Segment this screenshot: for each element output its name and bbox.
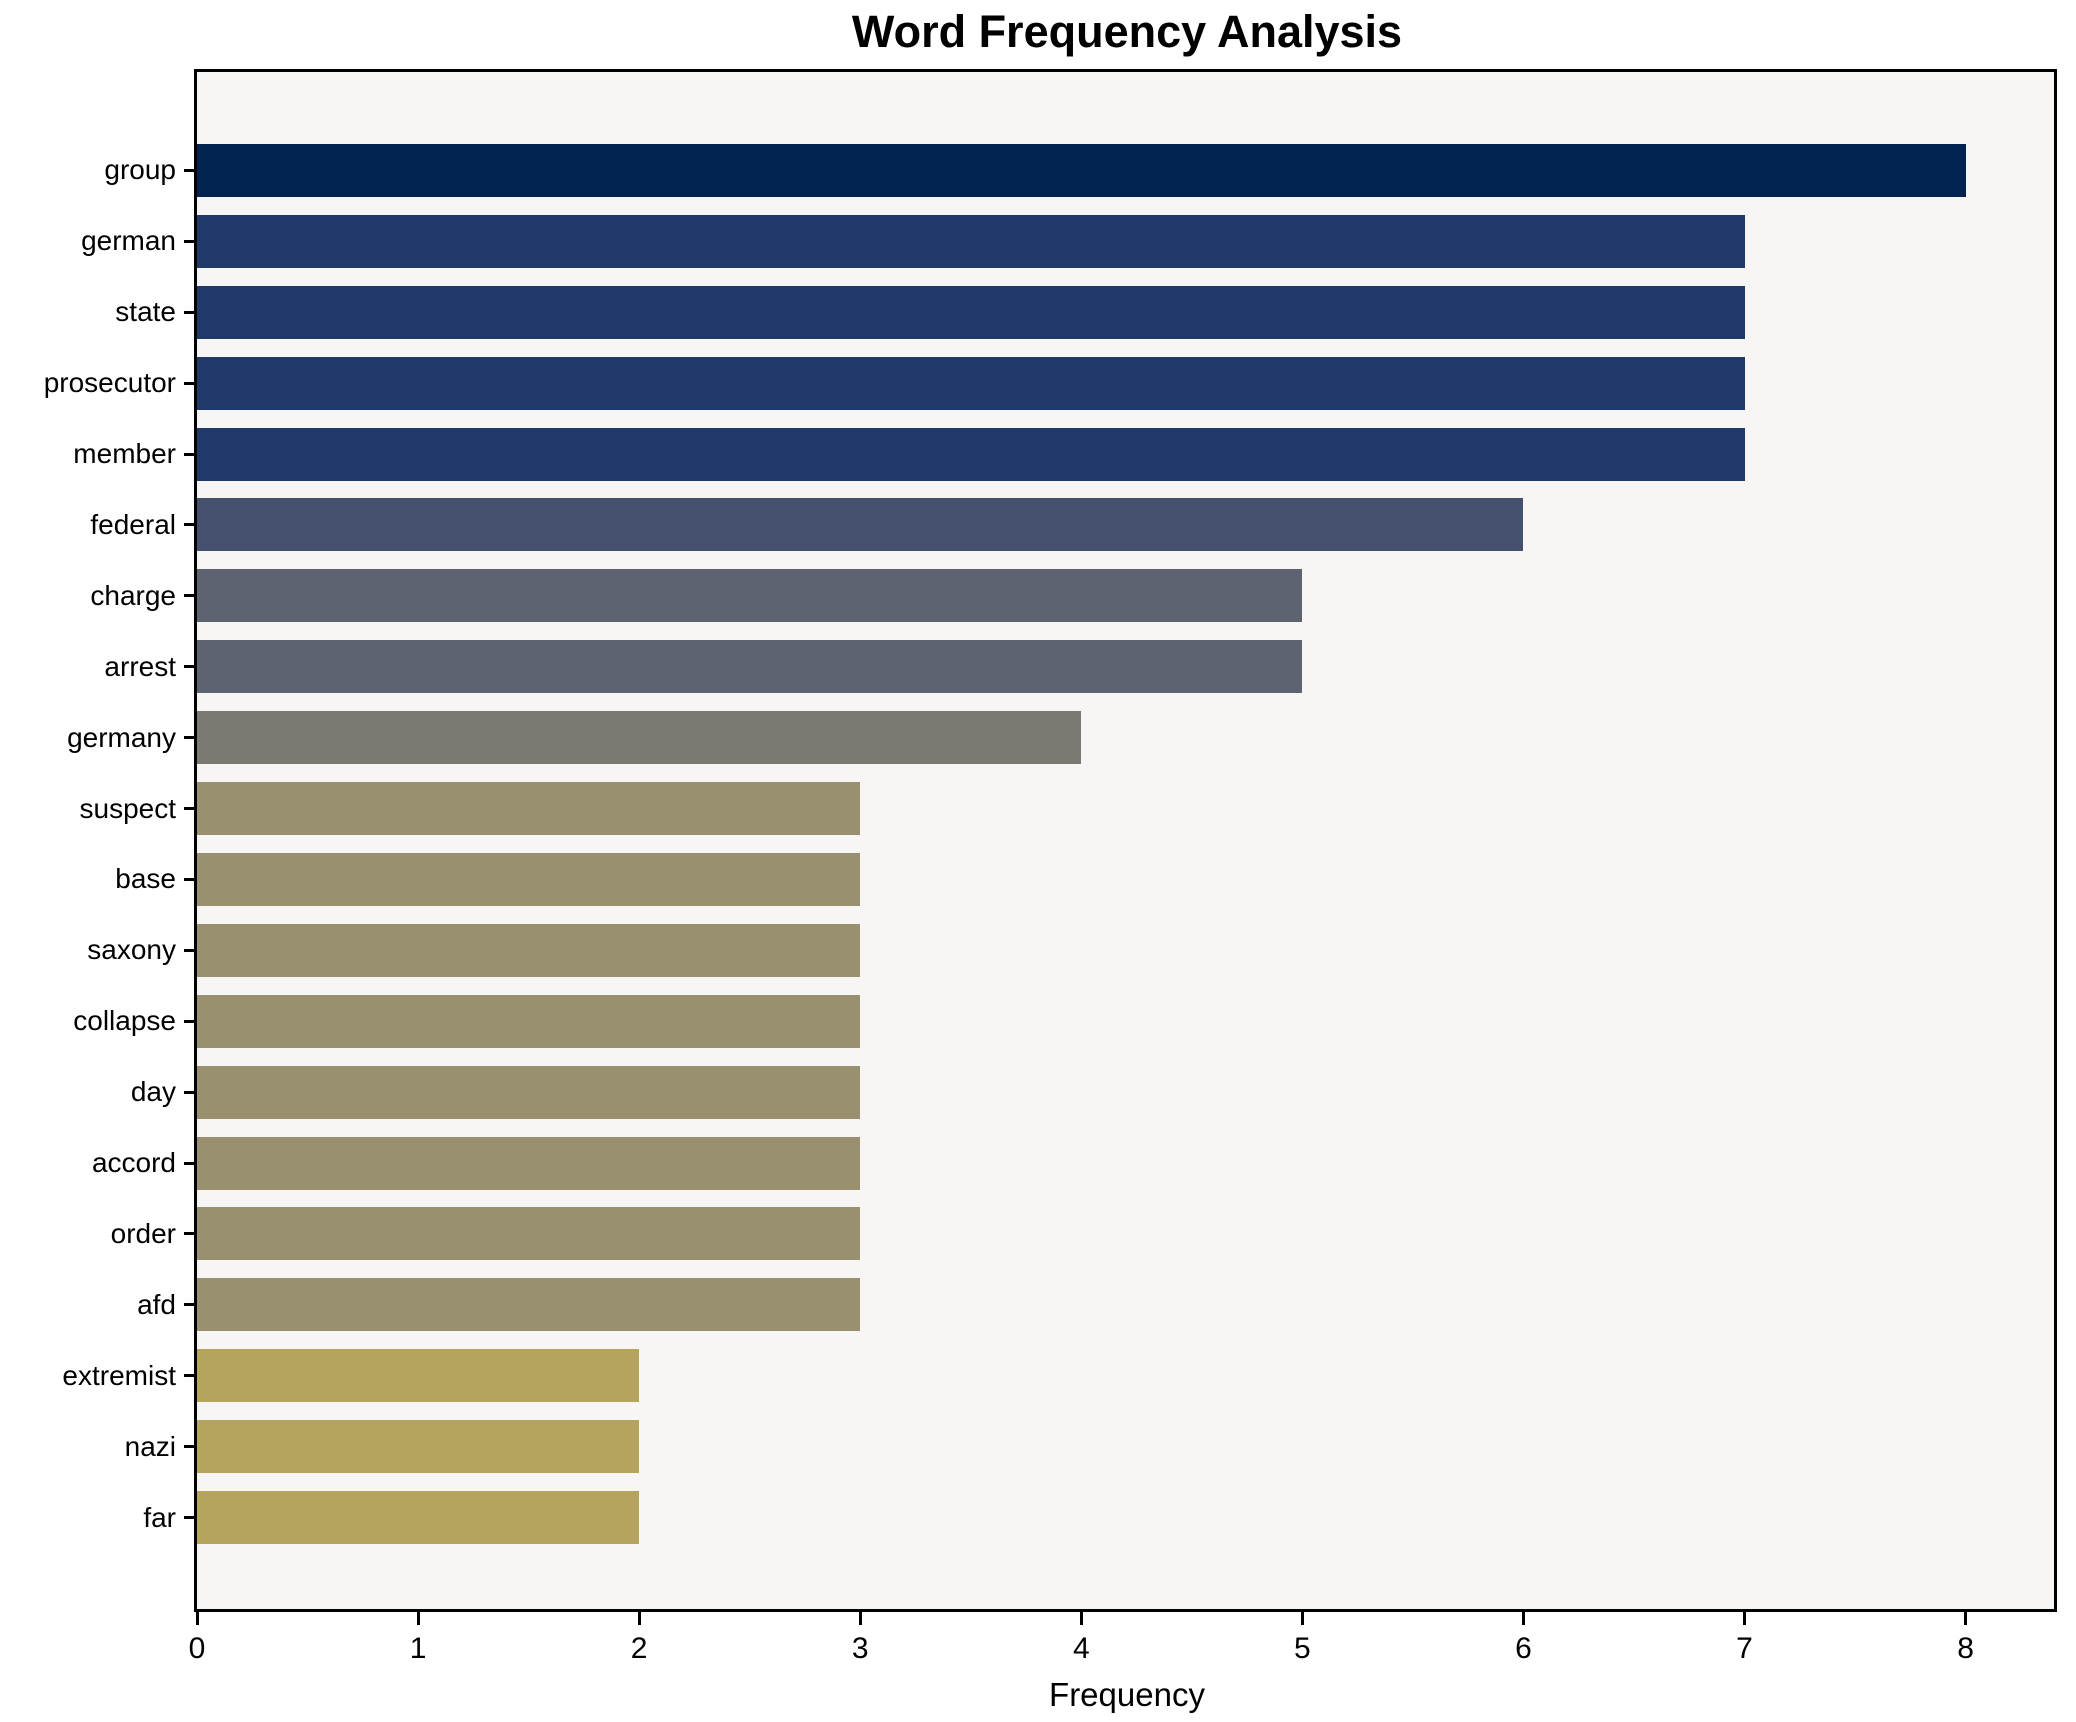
bars-container bbox=[197, 72, 2054, 1609]
bar-collapse bbox=[197, 994, 861, 1048]
xtick-mark bbox=[637, 1612, 641, 1625]
plot-area bbox=[194, 69, 2057, 1612]
ytick-mark bbox=[184, 452, 194, 456]
bar-member bbox=[197, 427, 1745, 481]
bar-germany bbox=[197, 711, 1082, 765]
ytick-label-base: base bbox=[115, 863, 176, 895]
ytick-mark bbox=[184, 736, 194, 740]
ytick-label-state: state bbox=[115, 296, 176, 328]
bar-nazi bbox=[197, 1420, 640, 1474]
ytick-mark bbox=[184, 807, 194, 811]
ytick-mark bbox=[184, 1019, 194, 1023]
xtick-label-8: 8 bbox=[1957, 1632, 1974, 1665]
bar-prosecutor bbox=[197, 356, 1745, 410]
ytick-label-far: far bbox=[143, 1501, 176, 1533]
xtick-mark bbox=[195, 1612, 199, 1625]
bar-saxony bbox=[197, 923, 861, 977]
bar-afd bbox=[197, 1278, 861, 1332]
ytick-label-arrest: arrest bbox=[104, 650, 176, 682]
xtick-label-4: 4 bbox=[1072, 1632, 1090, 1665]
xtick-label-1: 1 bbox=[409, 1632, 427, 1665]
ytick-mark bbox=[184, 168, 194, 172]
ytick-mark bbox=[184, 877, 194, 881]
ytick-label-member: member bbox=[73, 438, 176, 470]
ytick-mark bbox=[184, 594, 194, 598]
xtick-label-5: 5 bbox=[1294, 1632, 1311, 1665]
xtick-mark bbox=[1079, 1612, 1083, 1625]
ytick-label-order: order bbox=[110, 1217, 176, 1249]
bar-german bbox=[197, 214, 1745, 268]
bar-far bbox=[197, 1491, 640, 1545]
ytick-label-suspect: suspect bbox=[79, 792, 177, 824]
xtick-mark bbox=[1964, 1612, 1968, 1625]
xtick-label-7: 7 bbox=[1736, 1632, 1753, 1665]
xtick-label-0: 0 bbox=[188, 1632, 206, 1665]
ytick-label-charge: charge bbox=[90, 579, 176, 611]
ytick-mark bbox=[184, 381, 194, 385]
xtick-label-3: 3 bbox=[851, 1632, 869, 1665]
ytick-mark bbox=[184, 1232, 194, 1236]
bar-order bbox=[197, 1207, 861, 1261]
chart-title: Word Frequency Analysis bbox=[851, 6, 1403, 57]
ytick-mark bbox=[184, 239, 194, 243]
ytick-mark bbox=[184, 1445, 194, 1449]
bar-arrest bbox=[197, 640, 1303, 694]
xtick-label-2: 2 bbox=[630, 1632, 648, 1665]
ytick-mark bbox=[184, 1516, 194, 1520]
ytick-label-accord: accord bbox=[91, 1147, 176, 1179]
ytick-mark bbox=[184, 1374, 194, 1378]
ytick-label-germany: germany bbox=[67, 721, 176, 753]
ytick-mark bbox=[184, 1090, 194, 1094]
xtick-mark bbox=[1300, 1612, 1304, 1625]
ytick-label-group: group bbox=[104, 154, 176, 186]
ytick-mark bbox=[184, 665, 194, 669]
ytick-label-collapse: collapse bbox=[73, 1005, 176, 1037]
bar-day bbox=[197, 1065, 861, 1119]
ytick-label-extremist: extremist bbox=[62, 1359, 176, 1391]
bar-state bbox=[197, 285, 1745, 339]
bar-federal bbox=[197, 498, 1524, 552]
ytick-label-german: german bbox=[81, 225, 176, 257]
bar-suspect bbox=[197, 782, 861, 836]
bar-extremist bbox=[197, 1349, 640, 1403]
ytick-mark bbox=[184, 523, 194, 527]
xtick-mark bbox=[1743, 1612, 1746, 1625]
bar-group bbox=[197, 143, 1966, 197]
ytick-mark bbox=[184, 1161, 194, 1165]
ytick-label-saxony: saxony bbox=[87, 934, 176, 966]
bar-base bbox=[197, 852, 861, 906]
ytick-label-prosecutor: prosecutor bbox=[43, 367, 176, 399]
ytick-mark bbox=[184, 948, 194, 952]
bar-charge bbox=[197, 569, 1303, 623]
ytick-label-day: day bbox=[130, 1076, 176, 1108]
xtick-mark bbox=[1521, 1612, 1525, 1625]
xtick-mark bbox=[858, 1612, 862, 1625]
xtick-label-6: 6 bbox=[1515, 1632, 1532, 1665]
ytick-label-afd: afd bbox=[137, 1288, 176, 1320]
bar-accord bbox=[197, 1136, 861, 1190]
xtick-mark bbox=[416, 1612, 420, 1625]
ytick-label-nazi: nazi bbox=[124, 1430, 176, 1462]
x-axis-title: Frequency bbox=[1049, 1676, 1205, 1713]
ytick-mark bbox=[184, 310, 194, 314]
ytick-mark bbox=[184, 1303, 194, 1307]
ytick-label-federal: federal bbox=[90, 508, 176, 540]
